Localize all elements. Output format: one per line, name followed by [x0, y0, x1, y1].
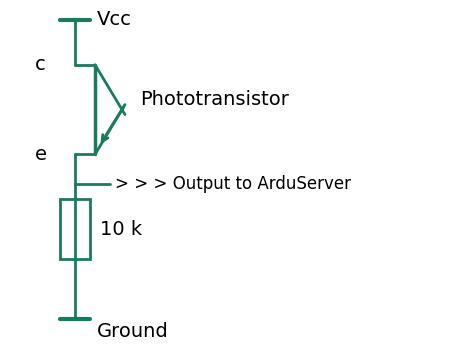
- Text: e: e: [35, 145, 47, 164]
- Text: c: c: [35, 55, 46, 74]
- Text: Ground: Ground: [97, 322, 169, 341]
- Text: Vcc: Vcc: [97, 10, 132, 29]
- Text: 10 k: 10 k: [100, 220, 142, 239]
- Bar: [60, 199, 90, 259]
- Text: Phototransistor: Phototransistor: [140, 90, 289, 109]
- Text: > > > Output to ArduServer: > > > Output to ArduServer: [115, 175, 351, 193]
